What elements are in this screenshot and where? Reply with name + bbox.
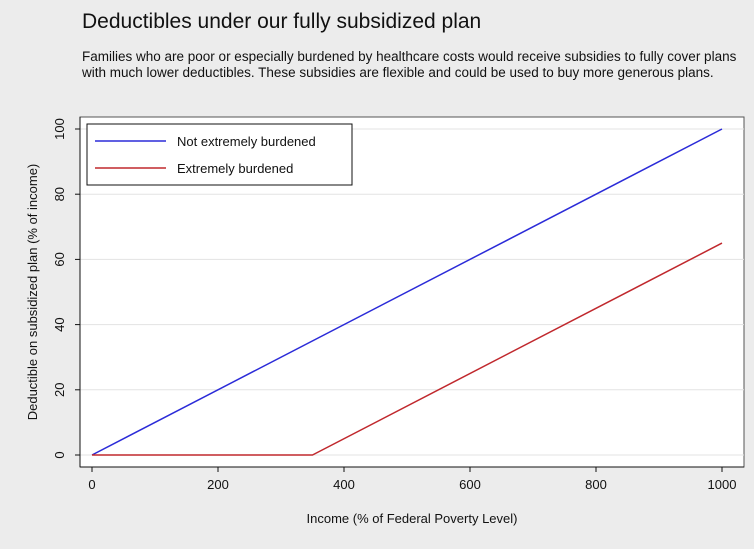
legend-label-extremely-burdened: Extremely burdened <box>177 161 293 176</box>
y-tick-label-100: 100 <box>52 118 67 140</box>
y-axis-title: Deductible on subsidized plan (% of inco… <box>25 164 40 421</box>
x-tick-label-400: 400 <box>333 477 355 492</box>
y-tick-label-40: 40 <box>52 317 67 331</box>
chart-title: Deductibles under our fully subsidized p… <box>82 10 482 33</box>
series-line-extremely-burdened <box>92 242 723 456</box>
x-tick-label-800: 800 <box>585 477 607 492</box>
y-tick-label-20: 20 <box>52 383 67 397</box>
series-line-not-extremely-burdened <box>91 128 723 456</box>
legend-box <box>86 123 353 186</box>
x-axis-title: Income (% of Federal Poverty Level) <box>307 511 518 526</box>
series-lines <box>91 128 723 456</box>
x-tick-label-200: 200 <box>207 477 229 492</box>
chart-subtitle: Families who are poor or especially burd… <box>82 49 737 80</box>
gridlines <box>80 128 744 456</box>
y-tick-label-60: 60 <box>52 252 67 266</box>
x-tick-label-1000: 1000 <box>708 477 737 492</box>
y-tick-label-80: 80 <box>52 187 67 201</box>
legend-label-not-extremely-burdened: Not extremely burdened <box>177 134 316 149</box>
y-tick-label-0: 0 <box>52 451 67 458</box>
x-tick-label-600: 600 <box>459 477 481 492</box>
legend: Not extremely burdened Extremely burdene… <box>86 123 353 186</box>
x-tick-label-0: 0 <box>88 477 95 492</box>
